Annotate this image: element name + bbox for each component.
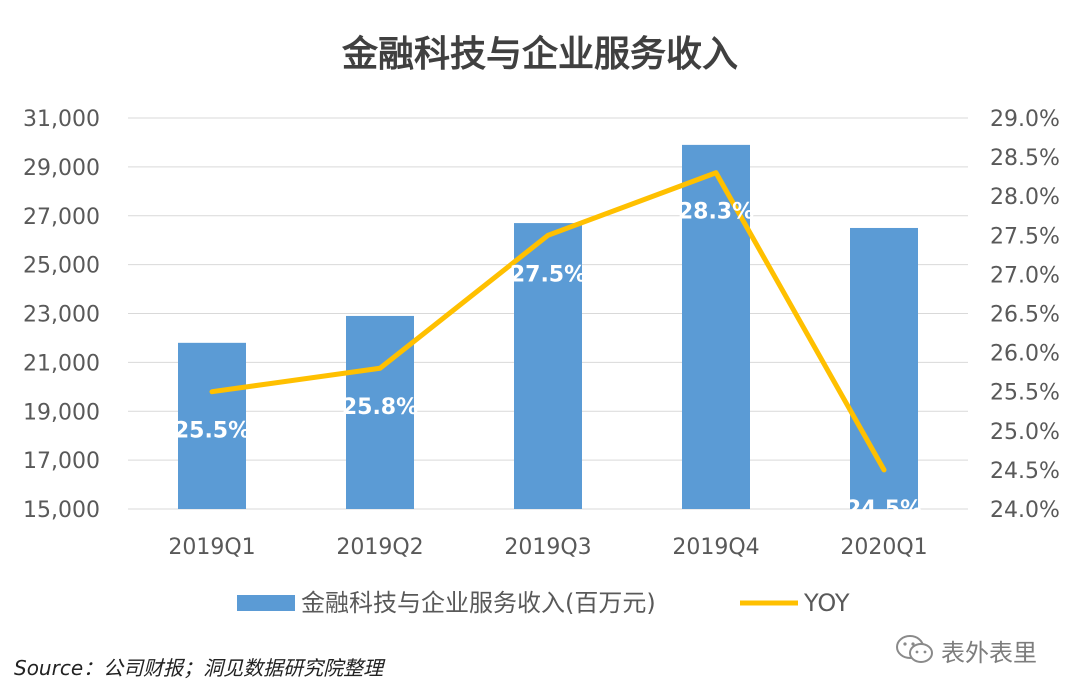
right-tick-label: 26.0% [990, 342, 1060, 367]
right-tick-label: 27.0% [990, 263, 1060, 288]
right-tick-label: 28.0% [990, 185, 1060, 210]
bar [514, 223, 582, 510]
x-tick-label: 2019Q3 [504, 535, 591, 560]
right-tick-label: 24.0% [990, 498, 1060, 523]
x-tick-label: 2020Q1 [840, 535, 927, 560]
x-tick-label: 2019Q1 [168, 535, 255, 560]
data-label: 27.5% [510, 262, 586, 287]
bars [178, 144, 918, 510]
yoy-line [209, 170, 887, 473]
right-tick-label: 29.0% [990, 107, 1060, 132]
legend: 金融科技与企业服务收入(百万元) YOY [237, 589, 850, 617]
left-tick-label: 15,000 [23, 498, 100, 523]
bar [850, 227, 918, 509]
right-tick-label: 25.5% [990, 381, 1060, 406]
data-labels: 25.5% 25.8% 27.5% 28.3% 24.5% [174, 200, 922, 522]
bar [682, 144, 750, 509]
x-tick-label: 2019Q4 [672, 535, 759, 560]
legend-bar-swatch [237, 595, 295, 611]
legend-line-label: YOY [803, 589, 850, 617]
left-tick-label: 31,000 [23, 107, 100, 132]
left-tick-label: 23,000 [23, 303, 100, 328]
right-tick-label: 26.5% [990, 303, 1060, 328]
yoy-line-layer [209, 170, 887, 473]
left-axis-ticks: 15,000 17,000 19,000 21,000 23,000 25,000 27,0… [23, 107, 100, 523]
wechat-icon [896, 635, 933, 663]
data-label: 25.5% [174, 419, 250, 444]
data-label: 24.5% [846, 497, 922, 522]
right-tick-label: 24.5% [990, 459, 1060, 484]
x-tick-label: 2019Q2 [336, 535, 423, 560]
x-axis-ticks: 2019Q1 2019Q2 2019Q3 2019Q4 2020Q1 [168, 535, 927, 560]
bar [178, 342, 246, 509]
data-label: 25.8% [342, 395, 418, 420]
left-tick-label: 17,000 [23, 449, 100, 474]
data-label: 28.3% [678, 200, 754, 225]
legend-bar-label: 金融科技与企业服务收入(百万元) [301, 589, 656, 617]
source-note: Source：公司财报；洞见数据研究院整理 [14, 656, 384, 680]
right-tick-label: 27.5% [990, 224, 1060, 249]
right-tick-label: 25.0% [990, 420, 1060, 445]
right-tick-label: 28.5% [990, 146, 1060, 171]
left-tick-label: 25,000 [23, 254, 100, 279]
chart-title: 金融科技与企业服务收入 [341, 33, 738, 75]
left-tick-label: 19,000 [23, 400, 100, 425]
left-tick-label: 27,000 [23, 205, 100, 230]
left-tick-label: 29,000 [23, 156, 100, 181]
watermark: 表外表里 [895, 630, 1037, 670]
right-axis-ticks: 24.0% 24.5% 25.0% 25.5% 26.0% 26.5% 27.0% 27.5%… [990, 107, 1060, 523]
watermark-text: 表外表里 [941, 638, 1037, 667]
left-tick-label: 21,000 [23, 351, 100, 376]
